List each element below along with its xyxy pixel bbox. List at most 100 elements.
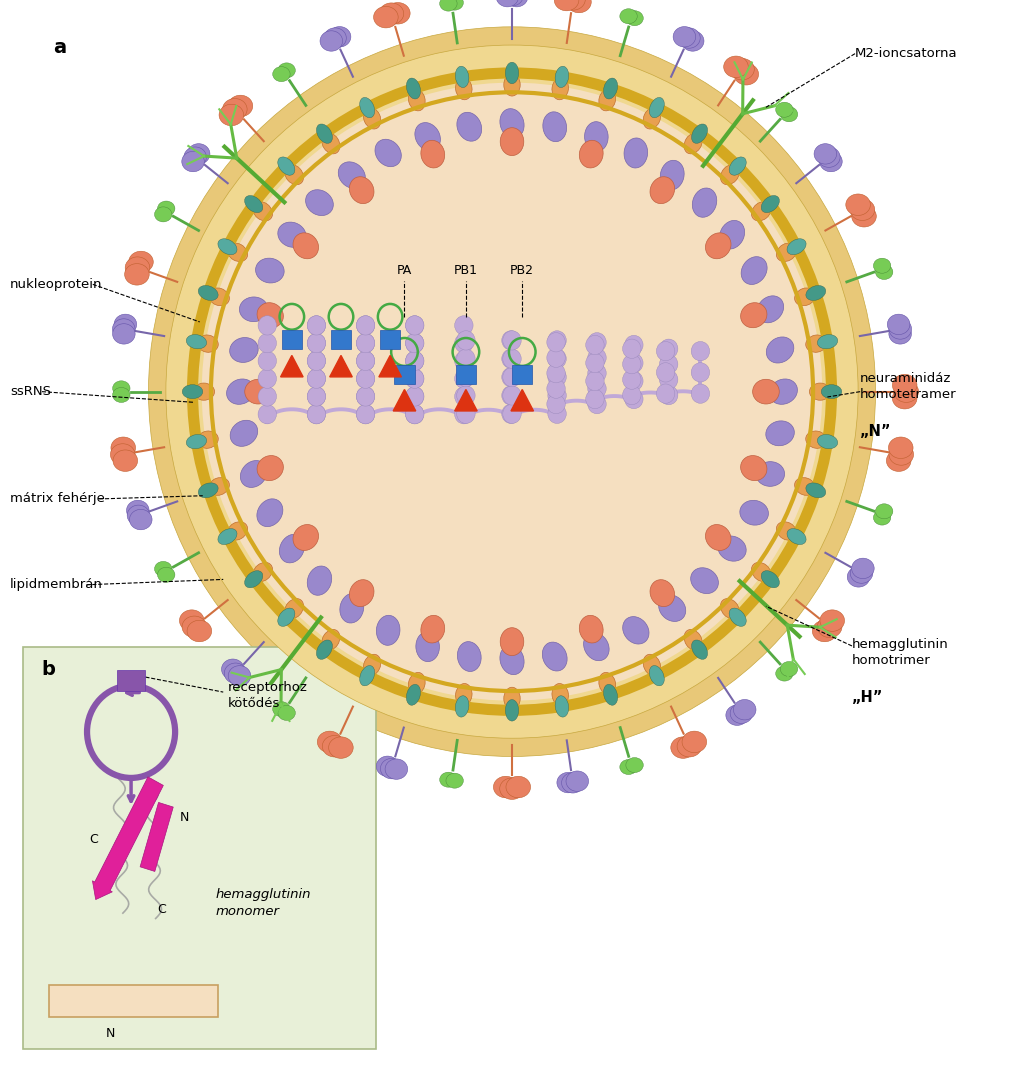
Ellipse shape bbox=[329, 737, 353, 759]
Circle shape bbox=[258, 351, 276, 370]
Ellipse shape bbox=[876, 264, 893, 279]
Circle shape bbox=[307, 351, 326, 370]
Bar bbox=[117, 670, 145, 691]
Ellipse shape bbox=[278, 608, 295, 627]
Ellipse shape bbox=[557, 773, 580, 793]
Ellipse shape bbox=[364, 107, 381, 129]
Ellipse shape bbox=[272, 67, 290, 82]
Text: nukleoprotein: nukleoprotein bbox=[10, 278, 102, 291]
Ellipse shape bbox=[554, 0, 579, 11]
Ellipse shape bbox=[720, 220, 744, 249]
Ellipse shape bbox=[673, 27, 695, 47]
Ellipse shape bbox=[506, 62, 518, 84]
Ellipse shape bbox=[894, 381, 919, 402]
Ellipse shape bbox=[752, 202, 771, 221]
Ellipse shape bbox=[129, 251, 154, 273]
Ellipse shape bbox=[603, 78, 617, 99]
Ellipse shape bbox=[504, 687, 520, 710]
Ellipse shape bbox=[561, 0, 586, 10]
Ellipse shape bbox=[889, 319, 911, 339]
Ellipse shape bbox=[761, 571, 779, 588]
FancyArrow shape bbox=[92, 777, 164, 899]
Circle shape bbox=[588, 379, 606, 398]
Ellipse shape bbox=[580, 615, 603, 643]
Circle shape bbox=[625, 389, 643, 409]
Text: C: C bbox=[157, 903, 166, 916]
Ellipse shape bbox=[706, 233, 731, 259]
Ellipse shape bbox=[381, 759, 403, 779]
Ellipse shape bbox=[456, 67, 469, 88]
Ellipse shape bbox=[416, 632, 439, 662]
Text: „N”: „N” bbox=[860, 424, 892, 439]
Ellipse shape bbox=[316, 640, 333, 659]
Ellipse shape bbox=[187, 144, 210, 164]
Ellipse shape bbox=[322, 133, 340, 153]
Ellipse shape bbox=[753, 379, 779, 405]
Ellipse shape bbox=[445, 774, 463, 789]
Circle shape bbox=[503, 349, 521, 368]
Circle shape bbox=[547, 333, 565, 352]
Circle shape bbox=[356, 369, 375, 388]
Circle shape bbox=[659, 385, 678, 405]
Circle shape bbox=[258, 369, 276, 388]
Ellipse shape bbox=[580, 141, 603, 168]
Ellipse shape bbox=[649, 665, 665, 686]
Ellipse shape bbox=[218, 239, 237, 254]
Ellipse shape bbox=[780, 107, 798, 122]
Circle shape bbox=[406, 334, 424, 353]
Ellipse shape bbox=[850, 199, 874, 220]
Ellipse shape bbox=[555, 67, 568, 88]
Circle shape bbox=[307, 369, 326, 388]
Text: N: N bbox=[105, 1027, 116, 1040]
Ellipse shape bbox=[599, 89, 615, 111]
Circle shape bbox=[588, 364, 606, 383]
Ellipse shape bbox=[505, 700, 518, 721]
Bar bbox=[331, 329, 351, 349]
Ellipse shape bbox=[817, 147, 840, 167]
Ellipse shape bbox=[892, 387, 916, 409]
Ellipse shape bbox=[730, 703, 753, 723]
Ellipse shape bbox=[409, 673, 425, 694]
Ellipse shape bbox=[278, 157, 295, 175]
Ellipse shape bbox=[691, 124, 708, 144]
Ellipse shape bbox=[650, 177, 675, 204]
Circle shape bbox=[356, 334, 375, 353]
Circle shape bbox=[455, 405, 473, 424]
Circle shape bbox=[625, 353, 643, 372]
Text: M2-ioncsatorna: M2-ioncsatorna bbox=[855, 47, 957, 60]
Circle shape bbox=[548, 330, 566, 350]
Ellipse shape bbox=[787, 529, 806, 544]
Ellipse shape bbox=[113, 450, 137, 471]
Ellipse shape bbox=[349, 177, 374, 204]
Ellipse shape bbox=[873, 259, 891, 274]
Ellipse shape bbox=[456, 77, 472, 100]
Ellipse shape bbox=[113, 319, 135, 339]
Text: PB1: PB1 bbox=[454, 264, 478, 277]
Circle shape bbox=[455, 334, 473, 353]
Ellipse shape bbox=[421, 141, 444, 168]
Ellipse shape bbox=[721, 599, 739, 619]
Ellipse shape bbox=[620, 9, 637, 24]
Ellipse shape bbox=[780, 661, 798, 676]
Ellipse shape bbox=[806, 483, 825, 498]
Circle shape bbox=[406, 386, 424, 406]
Ellipse shape bbox=[850, 563, 872, 584]
Ellipse shape bbox=[245, 379, 271, 405]
Ellipse shape bbox=[620, 760, 637, 775]
Ellipse shape bbox=[649, 98, 665, 118]
Ellipse shape bbox=[321, 31, 343, 52]
Ellipse shape bbox=[817, 435, 838, 449]
Ellipse shape bbox=[810, 383, 831, 400]
Ellipse shape bbox=[887, 450, 911, 471]
Circle shape bbox=[457, 330, 475, 350]
Ellipse shape bbox=[505, 0, 527, 6]
Ellipse shape bbox=[218, 529, 237, 544]
Circle shape bbox=[656, 363, 675, 382]
Ellipse shape bbox=[690, 568, 719, 593]
Ellipse shape bbox=[795, 477, 816, 496]
Ellipse shape bbox=[359, 665, 375, 686]
Ellipse shape bbox=[684, 630, 702, 650]
Ellipse shape bbox=[643, 655, 660, 676]
Ellipse shape bbox=[852, 206, 877, 227]
Circle shape bbox=[406, 315, 424, 335]
